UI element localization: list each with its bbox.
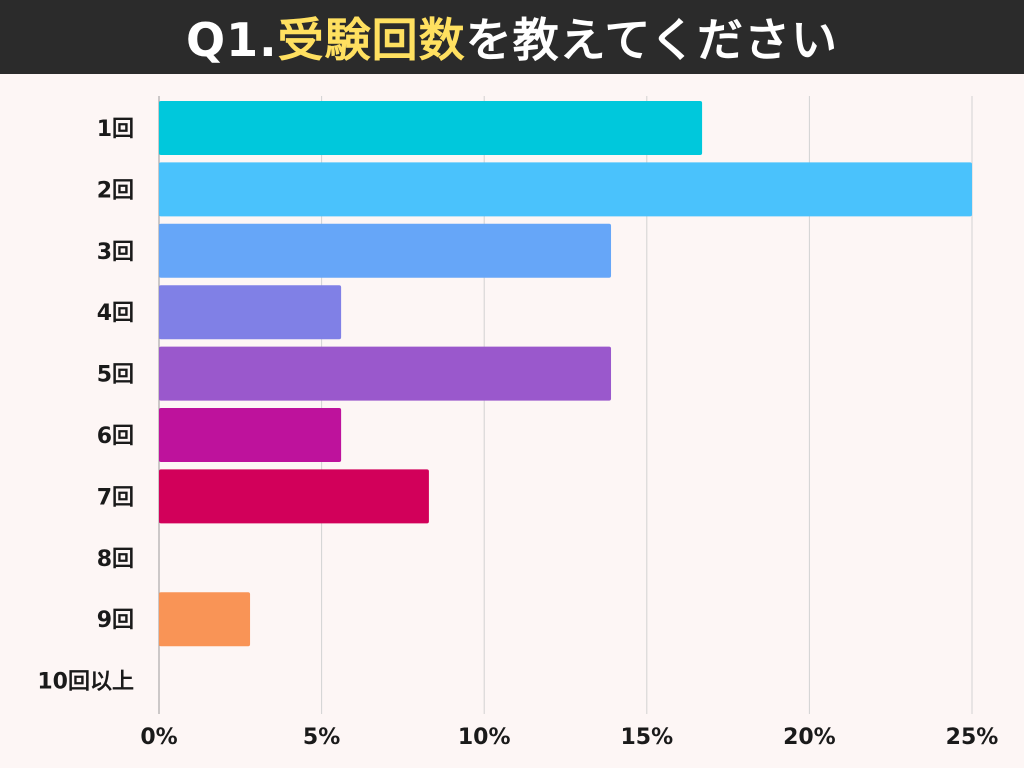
- category-label: 9回: [97, 608, 134, 633]
- category-label: 7回: [97, 485, 134, 510]
- x-tick-label: 10%: [458, 725, 511, 750]
- x-tick-label: 20%: [783, 725, 836, 750]
- category-label: 1回: [97, 117, 134, 142]
- bar: [159, 285, 342, 340]
- bar: [159, 223, 612, 278]
- category-label: 5回: [97, 363, 134, 388]
- bar: [159, 101, 703, 155]
- title-suffix: を教えてください: [465, 13, 838, 67]
- category-label: 8回: [97, 547, 134, 572]
- title-bar: Q1.受験回数を教えてください: [0, 0, 1024, 74]
- category-label: 10回以上: [37, 670, 134, 695]
- bar: [159, 408, 342, 462]
- bar: [159, 162, 972, 217]
- x-tick-label: 5%: [303, 725, 340, 750]
- x-tick-label: 15%: [620, 725, 673, 750]
- bar: [159, 469, 429, 524]
- x-tick-label: 25%: [946, 725, 999, 750]
- category-label: 2回: [97, 178, 134, 203]
- x-tick-label: 0%: [140, 725, 177, 750]
- category-label: 3回: [97, 240, 134, 265]
- title-prefix: Q1.: [186, 13, 278, 67]
- category-label: 4回: [97, 301, 134, 326]
- title-highlight: 受験回数: [277, 13, 466, 67]
- bar: [159, 346, 612, 401]
- chart-title: Q1.受験回数を教えてください: [186, 4, 838, 70]
- category-label: 6回: [97, 424, 134, 449]
- bar-chart: 1回 2回 3回 4回 5回 6回 7回 8回 9回 10回以上 0% 5% 10% 15% 20% 25%: [37, 96, 999, 750]
- bar: [159, 592, 251, 647]
